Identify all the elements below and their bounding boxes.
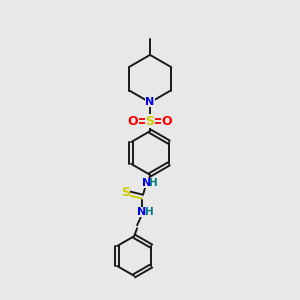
Text: H: H <box>145 207 153 218</box>
Text: N: N <box>137 207 147 218</box>
Text: N: N <box>146 98 154 107</box>
Text: O: O <box>128 115 139 128</box>
Text: H: H <box>149 178 158 188</box>
Text: O: O <box>161 115 172 128</box>
Text: N: N <box>142 178 152 188</box>
Text: S: S <box>146 115 154 128</box>
Text: S: S <box>121 186 130 199</box>
